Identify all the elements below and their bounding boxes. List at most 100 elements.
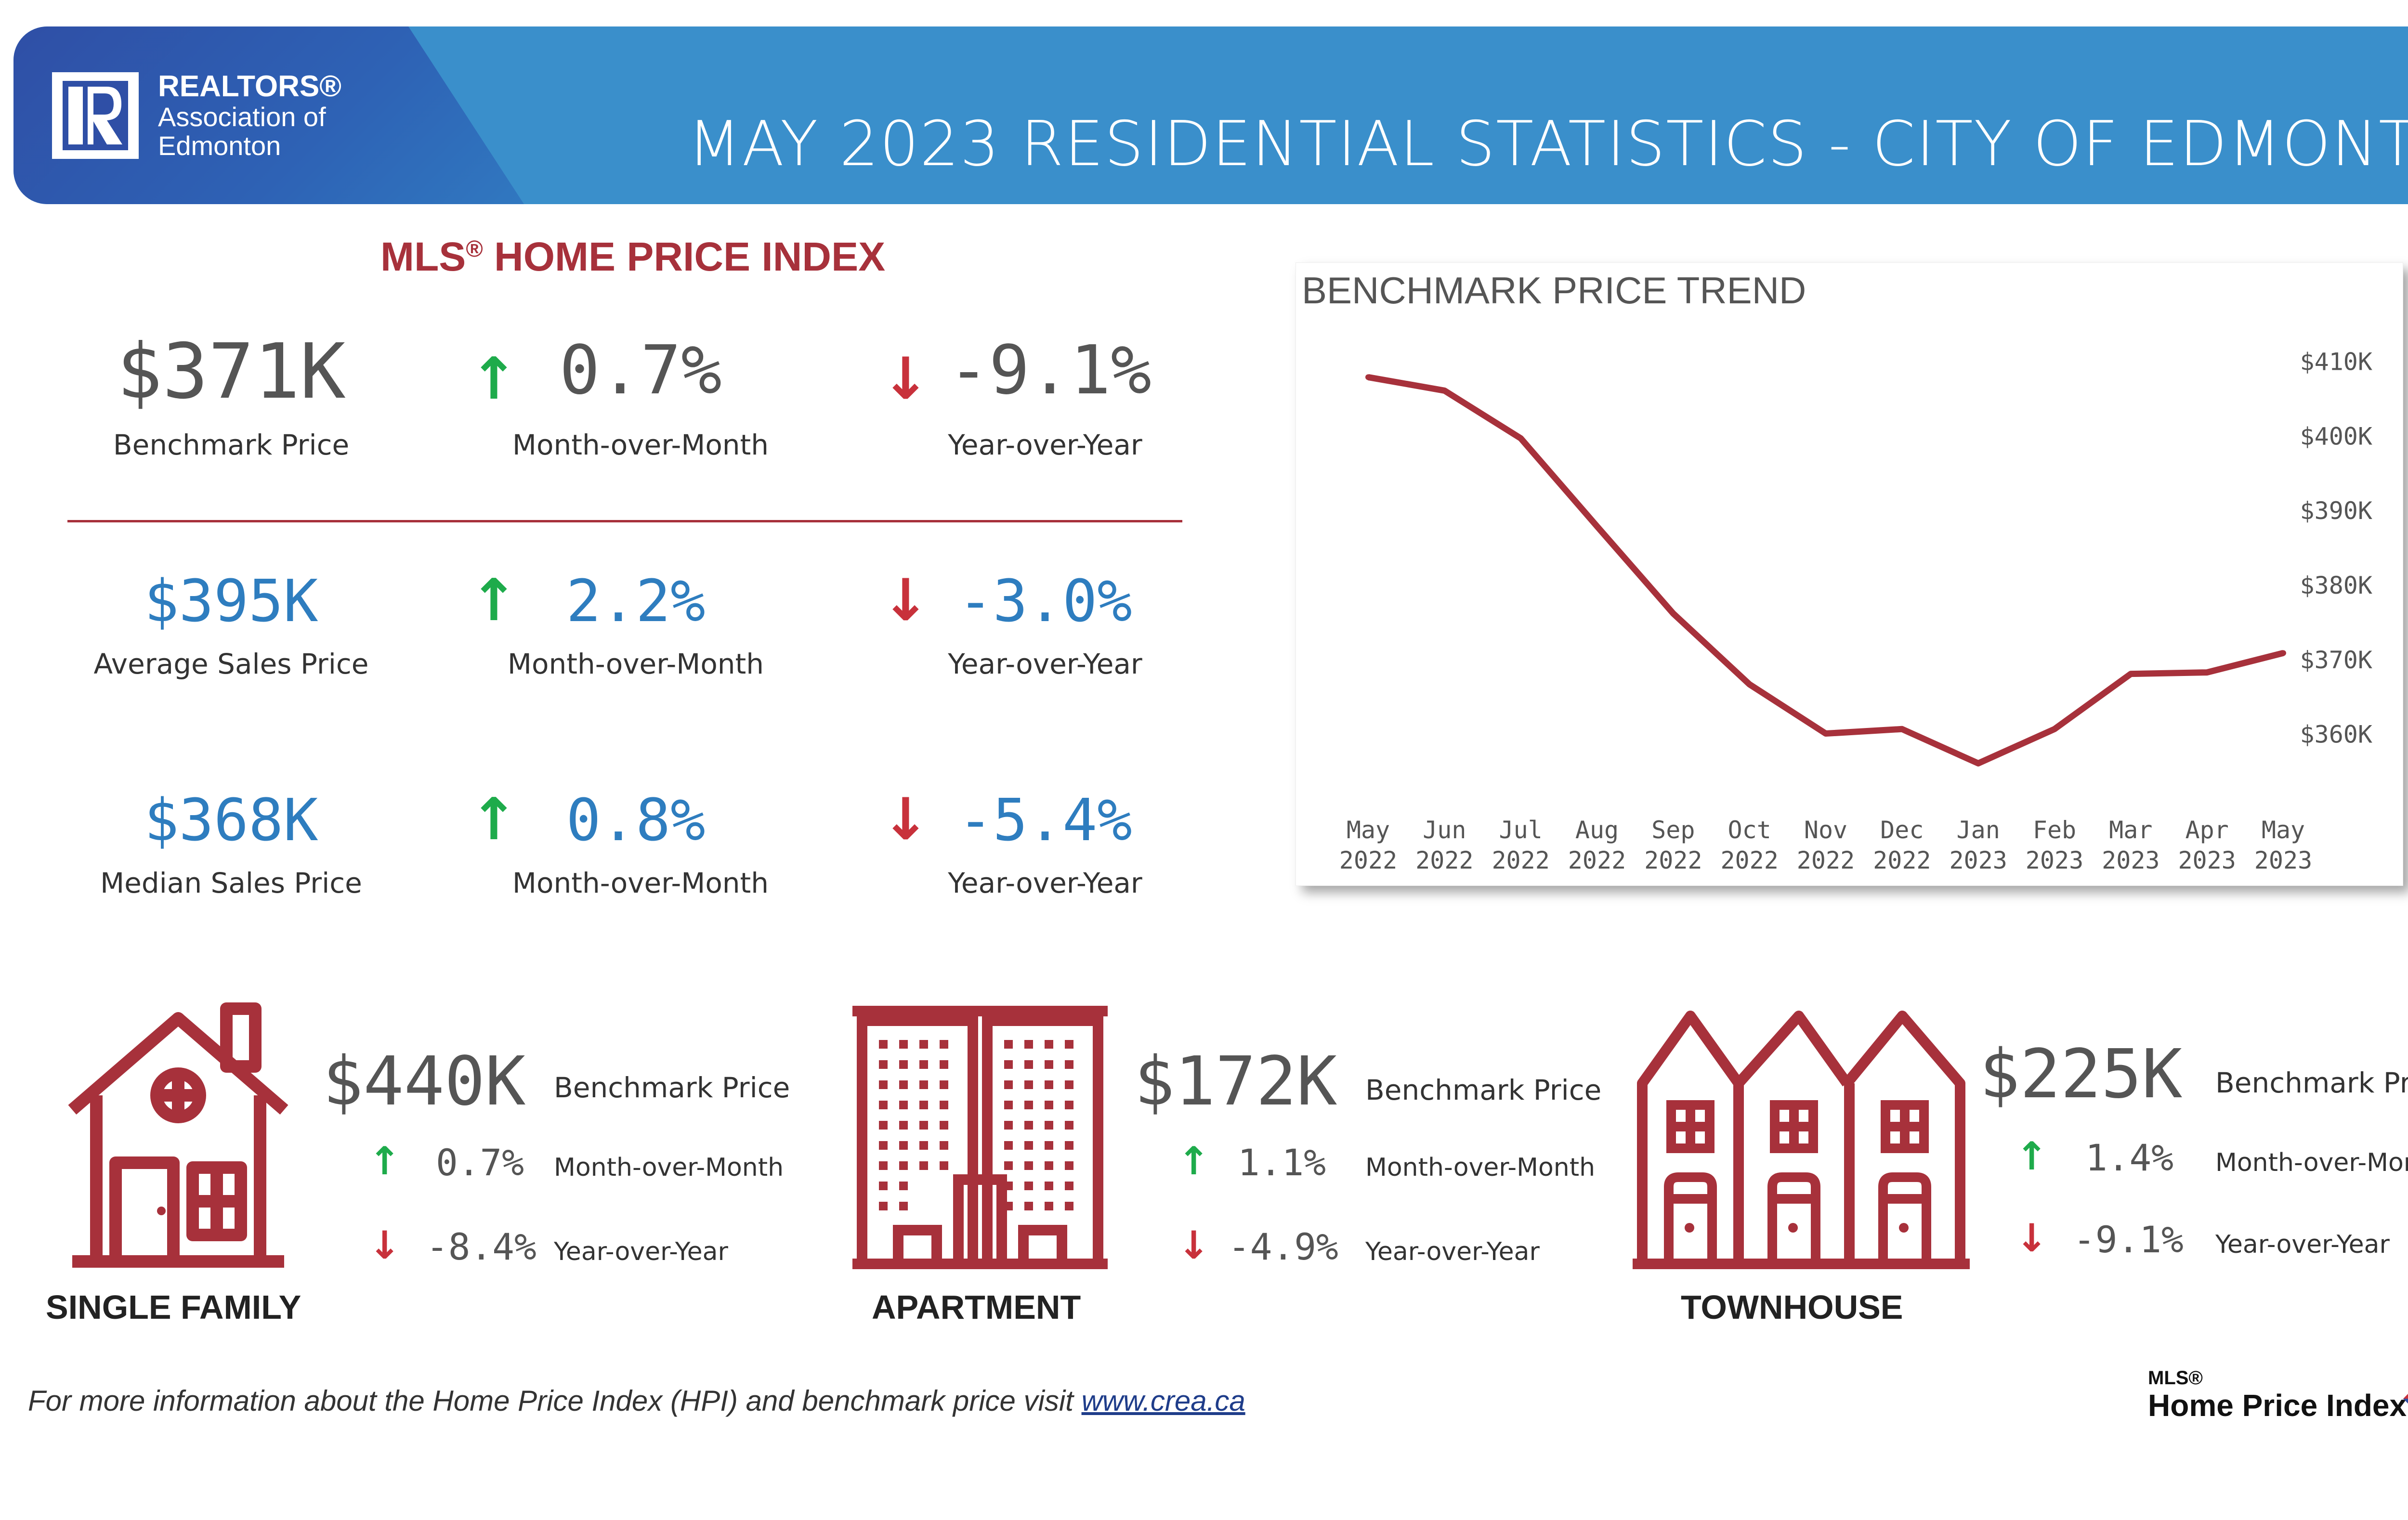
window-dot [1045,1080,1053,1089]
single-family-yoy-label: Year-over-Year [554,1237,728,1266]
data-point [1670,611,1676,617]
x-tick-label: Jan [1957,816,2000,844]
mls-logo-line2: Home Price Index [2148,1388,2407,1423]
y-tick-label: $360K [2300,721,2372,749]
mls-diamond-icon [2403,1394,2408,1403]
y-tick-label: $370K [2300,646,2372,674]
window-dot [879,1141,888,1150]
x-tick-year: 2022 [1720,846,1778,874]
window-dot [1065,1141,1073,1150]
data-point [1899,726,1905,732]
average-yoy-label: Year-over-Year [948,648,1142,680]
x-tick-year: 2022 [1644,846,1702,874]
x-tick-label: Jul [1499,816,1543,844]
townhouse-yoy-label: Year-over-Year [2215,1230,2390,1259]
realtors-logo-icon [52,72,139,159]
window-dot [1004,1060,1013,1069]
arrow-down-icon: ↓ [1178,1223,1210,1268]
benchmark-price-line [1367,374,2284,766]
data-point [2052,726,2057,732]
window-dot [940,1080,948,1089]
window-dot [899,1060,908,1069]
window-dot [1065,1101,1073,1109]
average-mom-label: Month-over-Month [507,648,764,680]
window-dot [1045,1121,1053,1130]
window-dot [1004,1040,1013,1049]
arrow-up-icon: ↑ [2015,1134,2048,1179]
window-dot [899,1080,908,1089]
x-tick-label: Dec [1880,816,1924,844]
benchmark-mom-value: 0.7% [559,331,722,410]
window-dot [879,1060,888,1069]
median-mom-value: 0.8% [566,787,706,854]
median-yoy-value: -5.4% [958,787,1132,854]
data-point [2204,669,2210,676]
window-dot [899,1182,908,1190]
trend-chart-svg: $410K$400K$390K$380K$370K$360KMay2022Jun… [1339,348,2372,874]
window-dot [919,1161,928,1170]
x-tick-year: 2022 [1873,846,1931,874]
arrow-up-icon: ↑ [470,567,518,634]
townhouse-price: $225K [1979,1035,2183,1114]
crea-link[interactable]: www.crea.ca [1081,1385,1245,1417]
data-point [1518,435,1524,442]
hpi-title-reg: ® [466,236,483,262]
window-dot [899,1202,908,1210]
window-dot [879,1101,888,1109]
median-price-label: Median Sales Price [100,867,362,899]
median-mom-label: Month-over-Month [512,867,769,899]
arrow-up-icon: ↑ [368,1139,401,1183]
x-tick-label: Nov [1804,816,1847,844]
townhouse-mom: 1.4% [2085,1136,2174,1179]
arrow-up-icon: ↑ [1178,1139,1210,1183]
window-dot [1024,1161,1033,1170]
window-dot [919,1080,928,1089]
window-dot [1045,1141,1053,1150]
benchmark-mom-label: Month-over-Month [512,429,769,461]
x-tick-label: Mar [2109,816,2152,844]
window-dot [1065,1080,1073,1089]
median-yoy-label: Year-over-Year [948,867,1142,899]
window-dot [1024,1121,1033,1130]
window-dot [1045,1161,1053,1170]
window-dot [879,1161,888,1170]
apartment-price: $172K [1134,1042,1337,1121]
data-point [1975,760,1981,766]
window-dot [1004,1161,1013,1170]
window-dot [1004,1141,1013,1150]
window-dot [899,1121,908,1130]
y-tick-label: $390K [2300,497,2372,525]
window-dot [1024,1182,1033,1190]
x-tick-year: 2023 [2102,846,2159,874]
average-price-value: $395K [144,568,318,635]
benchmark-yoy-value: -9.1% [948,331,1152,410]
x-tick-label: May [2262,816,2305,844]
window-dot [1024,1080,1033,1089]
arrow-down-icon: ↓ [881,346,930,413]
window-dot [1024,1060,1033,1069]
window-dot [1004,1202,1013,1210]
median-price-value: $368K [144,787,318,854]
average-yoy-value: -3.0% [958,568,1132,635]
window-dot [879,1182,888,1190]
average-price-label: Average Sales Price [93,648,369,680]
section-divider [67,520,1182,522]
window-dot [919,1060,928,1069]
x-tick-label: Aug [1575,816,1619,844]
page-title: MAY 2023 RESIDENTIAL STATISTICS - CITY O… [688,108,2408,180]
window-dot [1004,1080,1013,1089]
header-banner: REALTORS® Association of Edmonton MAY 20… [13,26,2408,204]
x-tick-year: 2022 [1492,846,1549,874]
x-tick-label: Oct [1728,816,1771,844]
window-dot [1024,1040,1033,1049]
window-dot [940,1101,948,1109]
footer-text: For more information about the Home Pric… [28,1385,1082,1417]
window-dot [919,1040,928,1049]
arrow-up-icon: ↑ [470,786,518,853]
window-dot [1045,1202,1053,1210]
window-dot [940,1121,948,1130]
window-dot [1024,1202,1033,1210]
window-dot [919,1101,928,1109]
window-dot [1065,1182,1073,1190]
x-tick-year: 2023 [2254,846,2312,874]
